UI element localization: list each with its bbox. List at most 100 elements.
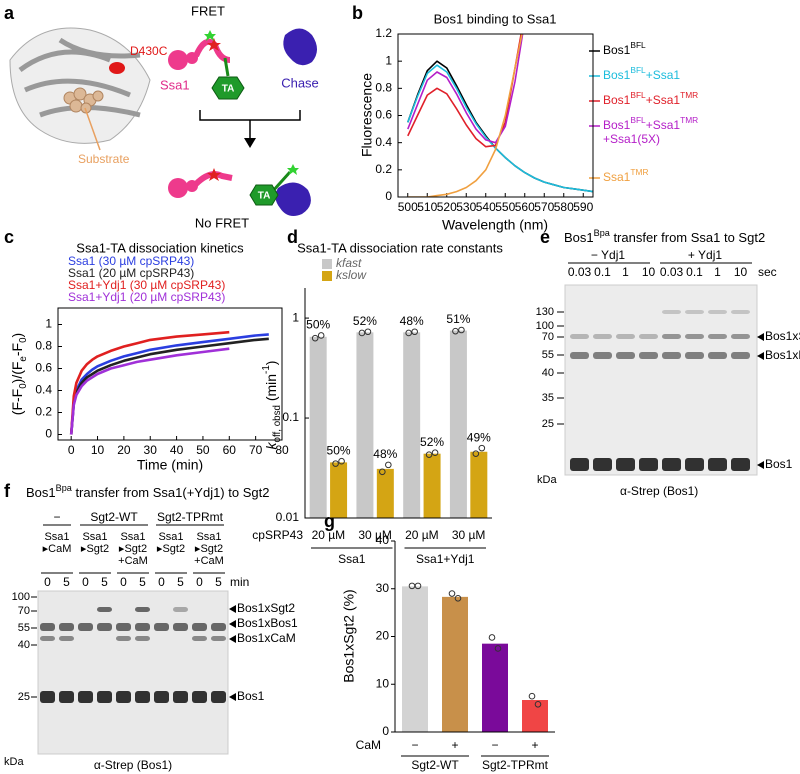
header-label: Sgt2-WT xyxy=(90,510,138,524)
x-tick-label: 20 µM xyxy=(312,528,346,542)
y-tick-label: 0.8 xyxy=(375,81,392,95)
ssa1-domain xyxy=(168,50,188,70)
chase-label: Chase xyxy=(281,75,319,90)
x-tick-label: 550 xyxy=(495,200,515,214)
x-axis-label: Time (min) xyxy=(137,457,203,473)
gel-band xyxy=(639,352,658,359)
gel-band xyxy=(708,458,727,471)
replicate-point xyxy=(332,460,339,467)
replicate-point xyxy=(452,327,459,335)
gel-band xyxy=(192,691,207,703)
marker-label: 55 xyxy=(18,622,30,634)
bar xyxy=(442,596,468,732)
amplitude-label: 52% xyxy=(420,435,444,449)
bar xyxy=(402,586,428,732)
legend-label: Ssa1+Ydj1 (30 µM cpSRP43) xyxy=(68,278,225,292)
y-axis-label: koff, obsd (min-1) xyxy=(261,361,283,450)
series-line xyxy=(407,64,593,193)
band-label: Bos1 xyxy=(765,457,793,471)
lane-label: 0.03 xyxy=(660,265,684,279)
replicate-point xyxy=(425,451,433,458)
chart-title: Ssa1-TA dissociation kinetics xyxy=(76,240,244,255)
condition-label: − Ydj1 xyxy=(591,248,625,262)
group-label: Ssa1 xyxy=(338,552,366,566)
amplitude-label: 48% xyxy=(373,447,397,461)
x-tick-label: 10 xyxy=(91,443,105,457)
condition-label: Ssa1 xyxy=(82,531,107,543)
x-tick-label: 60 xyxy=(223,443,237,457)
bar xyxy=(356,332,374,518)
replicate-point xyxy=(379,468,386,476)
gel-band xyxy=(135,607,150,612)
y-tick-label: 0.6 xyxy=(375,108,392,122)
gel-band xyxy=(97,607,112,612)
marker-label: 70 xyxy=(18,605,30,617)
amplitude-label: 51% xyxy=(446,312,470,326)
condition-label: Ssa1 xyxy=(44,531,69,543)
y-axis-label-part: -F xyxy=(9,343,25,356)
amplitude-label: 48% xyxy=(400,314,424,328)
replicate-point xyxy=(431,449,439,457)
time-label: 0 xyxy=(158,575,165,589)
x-tick-label: 560 xyxy=(515,200,535,214)
y-tick-label: 0.2 xyxy=(375,162,392,176)
gel-title-part: transfer from Ssa1(+Ydj1) to Sgt2 xyxy=(72,485,270,500)
legend-label-part: +Ssa1 xyxy=(646,118,681,132)
gel-band xyxy=(616,334,635,339)
substrate-spheres xyxy=(63,87,104,114)
lane-label: 0.1 xyxy=(594,265,611,279)
x-tick-label: 580 xyxy=(554,200,574,214)
legend-label-part: BFL xyxy=(630,65,646,75)
y-tick-label: 1 xyxy=(45,317,52,331)
band-label: Bos1xBos1 xyxy=(765,348,800,362)
gel-band xyxy=(59,623,74,631)
gel-band xyxy=(78,691,93,703)
time-label: 0 xyxy=(120,575,127,589)
gel-band xyxy=(685,310,704,314)
gel-band xyxy=(570,334,589,339)
y-tick-label: 0 xyxy=(382,724,389,738)
y-tick-label: 0.1 xyxy=(282,410,299,424)
legend-label: Bos1BFL+Ssa1TMR +Ssa1(5X) xyxy=(603,115,698,146)
gel-band xyxy=(708,310,727,314)
bar xyxy=(376,468,394,518)
antibody-label: α-Strep (Bos1) xyxy=(94,758,172,772)
legend-label-part: Bos1 xyxy=(603,93,631,107)
time-label: 0 xyxy=(44,575,51,589)
gel-band xyxy=(685,458,704,471)
y-tick-label: 0 xyxy=(385,189,392,203)
series-line xyxy=(407,34,523,197)
y-axis-label-part: )/(F xyxy=(9,362,25,384)
x-tick-label: + xyxy=(531,738,538,752)
y-axis-label-part: ) xyxy=(9,333,25,338)
x-tick-label: 510 xyxy=(417,200,437,214)
amplitude-label: 49% xyxy=(467,430,491,444)
x-tick-label: 540 xyxy=(476,200,496,214)
y-axis-label-part: 0 xyxy=(18,383,29,389)
condition-label: + Ydj1 xyxy=(688,248,722,262)
series-line xyxy=(407,34,522,148)
x-tick-label: 570 xyxy=(534,200,554,214)
time-unit: min xyxy=(230,575,249,589)
legend-label: Ssa1 (30 µM cpSRP43) xyxy=(68,254,194,268)
x-tick-label: 20 µM xyxy=(405,528,439,542)
marker-label: 100 xyxy=(12,591,30,603)
gel xyxy=(37,590,229,755)
gel-band xyxy=(211,636,226,641)
axes xyxy=(304,288,492,519)
legend-label-part: Bos1 xyxy=(603,118,631,132)
legend-label: Ssa1 (20 µM cpSRP43) xyxy=(68,266,194,280)
x-tick-label: 520 xyxy=(437,200,457,214)
gel-band xyxy=(570,458,589,471)
replicate-point xyxy=(472,450,480,457)
gel-band xyxy=(40,623,55,631)
ta-helix xyxy=(223,57,230,77)
gel-band xyxy=(593,334,612,339)
substrate-label: Substrate xyxy=(78,152,130,166)
y-tick-label: 20 xyxy=(376,629,390,643)
legend-label: Bos1BFL+Ssa1TMR xyxy=(603,90,698,107)
gel-band xyxy=(593,458,612,471)
gel-title-part: transfer from Ssa1 to Sgt2 xyxy=(610,230,765,245)
panel-label: a xyxy=(4,3,15,23)
marker-label: 25 xyxy=(18,691,30,703)
